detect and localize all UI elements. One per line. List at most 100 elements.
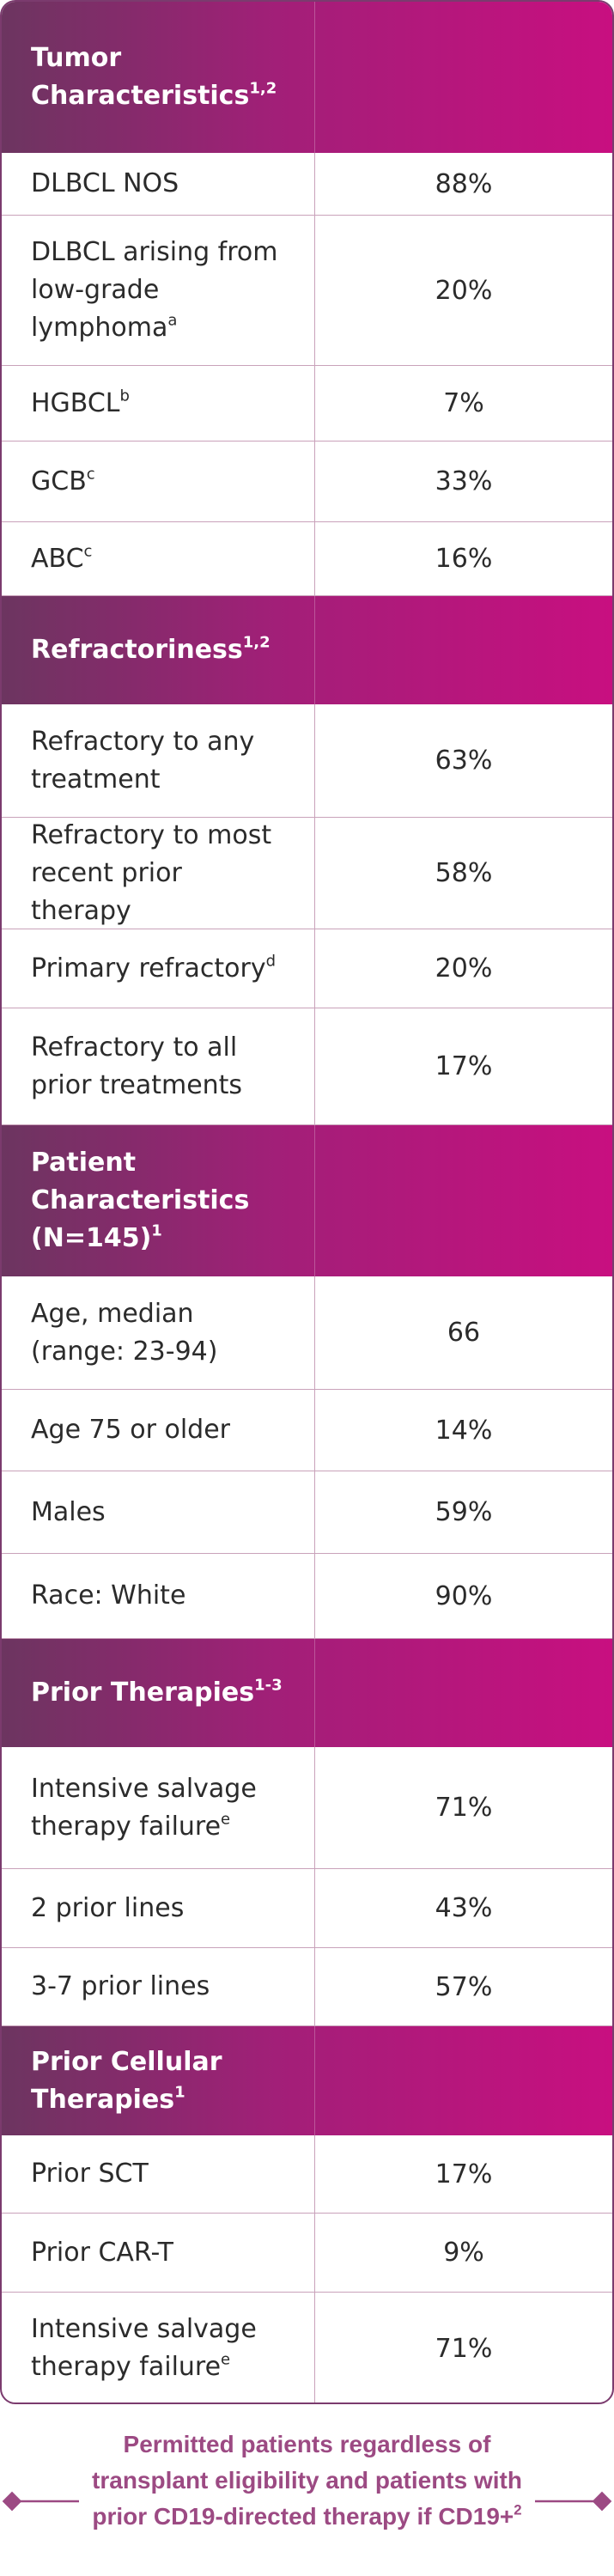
row-value: 59%: [435, 1497, 493, 1527]
row-value: 58%: [435, 858, 493, 888]
table-row: DLBCL NOS 88%: [2, 153, 612, 216]
row-label: Prior CAR-T: [31, 2234, 173, 2272]
label-cell: Intensive salvage therapy failuree: [2, 2293, 315, 2402]
label-cell: 2 prior lines: [2, 1869, 315, 1947]
label-cell: Race: White: [2, 1554, 315, 1638]
row-label: HGBCLb: [31, 385, 130, 423]
value-cell: 57%: [315, 1948, 612, 2025]
table-row: Race: White 90%: [2, 1554, 612, 1639]
characteristics-table: Tumor Characteristics1,2 DLBCL NOS 88% DLBC…: [0, 0, 614, 2404]
section-title-sup: 1,2: [249, 79, 277, 98]
value-cell: 14%: [315, 1390, 612, 1471]
row-value: 17%: [435, 2159, 493, 2189]
row-label-sup: c: [86, 464, 95, 483]
value-cell: 20%: [315, 216, 612, 365]
label-cell: Primary refractoryd: [2, 929, 315, 1008]
section-title: Tumor Characteristics1,2: [31, 40, 289, 115]
row-label-text: Refractory to all prior treatments: [31, 1032, 243, 1100]
row-label-text: Prior SCT: [31, 2159, 149, 2189]
row-value: 88%: [435, 168, 493, 199]
row-label-text: Refractory to any treatment: [31, 726, 255, 795]
row-label-sup: b: [119, 386, 130, 405]
row-value: 17%: [435, 1051, 493, 1081]
row-label-text: Refractory to most recent prior therapy: [31, 819, 272, 926]
table-row: HGBCLb 7%: [2, 366, 612, 442]
section-title-text: Prior Cellular Therapies: [31, 2046, 222, 2115]
value-cell: 71%: [315, 2293, 612, 2402]
value-cell: 66: [315, 1276, 612, 1389]
table-row: ABCc 16%: [2, 522, 612, 596]
row-value: 71%: [435, 2333, 493, 2364]
row-label: DLBCL arising from low-grade lymphomaa: [31, 234, 289, 347]
row-label-sup: e: [221, 2350, 231, 2369]
label-cell: HGBCLb: [2, 366, 315, 441]
table-row: GCBc 33%: [2, 442, 612, 522]
value-cell: 33%: [315, 442, 612, 521]
table-row: Intensive salvage therapy failuree 71%: [2, 2293, 612, 2402]
section-header: Refractoriness1,2: [2, 596, 612, 704]
header-cell: [315, 1125, 612, 1276]
row-value: 16%: [435, 544, 493, 574]
label-cell: Males: [2, 1471, 315, 1553]
row-label: Intensive salvage therapy failuree: [31, 2311, 289, 2386]
row-value: 57%: [435, 1971, 493, 2002]
row-label: Intensive salvage therapy failuree: [31, 1770, 289, 1846]
row-label: Prior SCT: [31, 2155, 149, 2193]
row-label-sup: d: [265, 951, 277, 970]
label-cell: ABCc: [2, 522, 315, 595]
header-cell: [315, 2026, 612, 2135]
header-cell: Refractoriness1,2: [2, 596, 315, 704]
header-cell: [315, 2, 612, 153]
section-title-sup: 1-3: [254, 1676, 283, 1695]
value-cell: 43%: [315, 1869, 612, 1947]
table-row: Primary refractoryd 20%: [2, 929, 612, 1008]
diamond: [592, 2491, 612, 2512]
row-label-text: Males: [31, 1496, 106, 1527]
row-value: 33%: [435, 466, 493, 496]
value-cell: 9%: [315, 2214, 612, 2292]
row-label-text: Age 75 or older: [31, 1415, 231, 1445]
row-label: Refractory to most recent prior therapy: [31, 817, 289, 930]
value-cell: 7%: [315, 366, 612, 441]
row-label-text: Intensive salvage therapy failure: [31, 1773, 257, 1842]
row-label: Refractory to all prior treatments: [31, 1029, 289, 1105]
row-value: 9%: [443, 2238, 484, 2268]
row-value: 20%: [435, 275, 493, 306]
label-cell: Refractory to any treatment: [2, 704, 315, 817]
label-cell: DLBCL NOS: [2, 153, 315, 215]
row-label-text: Race: White: [31, 1580, 186, 1611]
row-label-text: DLBCL NOS: [31, 168, 179, 198]
footnote-decoration: [2, 2491, 612, 2512]
row-label-text: Prior CAR-T: [31, 2237, 173, 2268]
section-title: Prior Cellular Therapies1: [31, 2043, 289, 2119]
row-label: Age, median (range: 23-94): [31, 1295, 289, 1371]
label-cell: Age, median (range: 23-94): [2, 1276, 315, 1389]
row-label-text: GCB: [31, 466, 87, 496]
footnote: Permitted patients regardless of transpl…: [0, 2418, 614, 2576]
label-cell: 3-7 prior lines: [2, 1948, 315, 2025]
value-cell: 16%: [315, 522, 612, 595]
footnote-body: Permitted patients regardless of transpl…: [92, 2431, 522, 2530]
row-label-text: Primary refractory: [31, 953, 266, 984]
section-title: Patient Characteristics (N=145)1: [31, 1144, 289, 1258]
label-cell: Prior SCT: [2, 2135, 315, 2213]
row-value: 66: [447, 1318, 481, 1348]
section-title-sup: 1,2: [242, 633, 271, 652]
row-label: GCBc: [31, 463, 95, 501]
row-label-text: Intensive salvage therapy failure: [31, 2314, 257, 2382]
row-value: 20%: [435, 953, 493, 984]
section-header: Patient Characteristics (N=145)1: [2, 1125, 612, 1276]
row-label: ABCc: [31, 540, 92, 578]
section-header: Tumor Characteristics1,2: [2, 2, 612, 153]
value-cell: 88%: [315, 153, 612, 215]
table-row: Refractory to all prior treatments 17%: [2, 1008, 612, 1125]
table-row: Age 75 or older 14%: [2, 1390, 612, 1471]
section-title-text: Prior Therapies: [31, 1678, 255, 1708]
value-cell: 58%: [315, 818, 612, 929]
header-cell: [315, 1639, 612, 1747]
label-cell: DLBCL arising from low-grade lymphomaa: [2, 216, 315, 365]
label-cell: Intensive salvage therapy failuree: [2, 1747, 315, 1868]
row-label-text: HGBCL: [31, 387, 120, 418]
row-label-text: 2 prior lines: [31, 1892, 185, 1923]
diamond: [2, 2491, 22, 2512]
